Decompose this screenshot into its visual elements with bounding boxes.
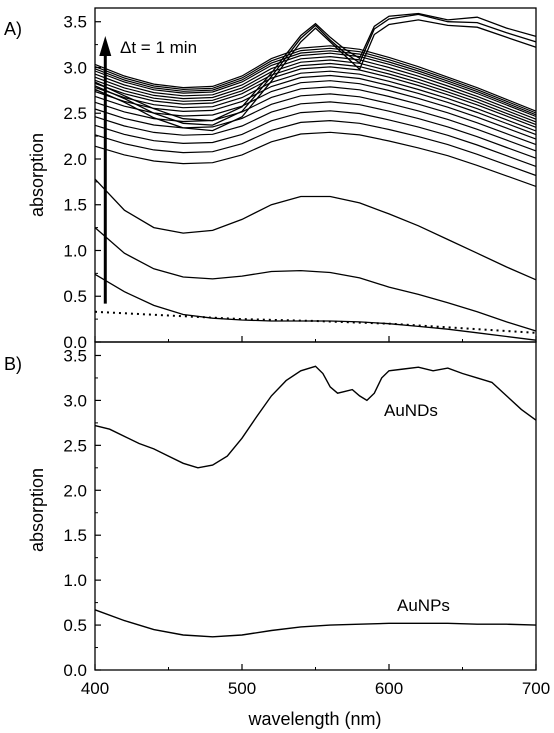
spectrum-line bbox=[94, 50, 537, 116]
y-tick-label: 2.5 bbox=[63, 104, 87, 123]
panel-b-series bbox=[94, 365, 537, 638]
spectrum-line bbox=[94, 80, 537, 140]
y-tick-label: 1.0 bbox=[63, 241, 87, 260]
spectrum-line bbox=[94, 86, 537, 146]
panel-b-y-label: absorption bbox=[27, 468, 47, 552]
y-tick-label: 3.5 bbox=[63, 346, 87, 365]
panel-a-arrow-head bbox=[99, 36, 112, 57]
spectrum-line bbox=[94, 178, 537, 281]
spectrum-line bbox=[94, 19, 537, 132]
y-tick-label: 1.0 bbox=[63, 571, 87, 590]
panel-a-annotation: Δt = 1 min bbox=[120, 38, 197, 57]
y-tick-label: 1.5 bbox=[63, 526, 87, 545]
spectrum-line bbox=[94, 62, 537, 126]
y-tick-label: 1.5 bbox=[63, 196, 87, 215]
spectrum-line bbox=[94, 59, 537, 123]
x-tick-label: 600 bbox=[375, 679, 403, 698]
y-tick-label: 0.5 bbox=[63, 287, 87, 306]
panel-b-x-ticks: 400 500 600 700 bbox=[81, 664, 550, 698]
panel-b-frame bbox=[94, 341, 537, 671]
panel-b-x-label: wavelength (nm) bbox=[247, 709, 381, 729]
y-tick-label: 2.5 bbox=[63, 436, 87, 455]
spectrum-line bbox=[94, 12, 537, 122]
y-tick-label: 2.0 bbox=[63, 481, 87, 500]
spectrum-line bbox=[94, 101, 537, 159]
y-tick-label: 3.0 bbox=[63, 58, 87, 77]
x-tick-label: 700 bbox=[522, 679, 550, 698]
spectrum-line bbox=[94, 47, 537, 114]
spectrum-line bbox=[94, 93, 537, 152]
panel-a-series bbox=[94, 12, 537, 341]
panel-a-label: A) bbox=[4, 19, 22, 39]
panel-a-x-ticks bbox=[94, 336, 537, 342]
y-tick-label: 0.0 bbox=[63, 333, 87, 352]
spectrum-line-aunds bbox=[94, 365, 537, 469]
panel-a-y-ticks: 0.0 0.5 1.0 1.5 2.0 2.5 3.0 3.5 bbox=[63, 13, 101, 352]
panel-a-y-label: absorption bbox=[27, 133, 47, 217]
spectrum-line bbox=[94, 227, 537, 332]
spectrum-line bbox=[94, 52, 537, 118]
panel-a: A) absorption 0.0 0.5 1.0 1.5 2.0 2.5 3.0 3.5 Δ… bbox=[4, 7, 537, 352]
spectrum-line bbox=[94, 70, 537, 132]
y-tick-label: 0.0 bbox=[63, 661, 87, 680]
y-tick-label: 0.5 bbox=[63, 616, 87, 635]
spectrum-line bbox=[94, 119, 537, 177]
x-tick-label: 500 bbox=[228, 679, 256, 698]
spectrum-line bbox=[94, 45, 537, 112]
y-tick-label: 2.0 bbox=[63, 150, 87, 169]
series-label-aunds: AuNDs bbox=[384, 401, 438, 420]
spectrum-line bbox=[94, 13, 537, 126]
spectrum-line bbox=[94, 74, 537, 136]
series-label-aunps: AuNPs bbox=[397, 596, 450, 615]
spectrum-line bbox=[94, 55, 537, 120]
panel-a-dotted-series bbox=[94, 310, 537, 334]
y-tick-label: 3.0 bbox=[63, 391, 87, 410]
panel-b-y-ticks: 0.0 0.5 1.0 1.5 2.0 2.5 3.0 3.5 bbox=[63, 346, 101, 680]
spectrum-line bbox=[94, 110, 537, 167]
panel-b: B) absorption wavelength (nm) 0.0 0.5 1.0 1… bbox=[4, 341, 550, 729]
spectrum-line bbox=[94, 273, 537, 341]
y-tick-label: 3.5 bbox=[63, 13, 87, 32]
spectrum-line bbox=[94, 66, 537, 128]
spectrum-line-aunps bbox=[94, 609, 537, 638]
panel-b-label: B) bbox=[4, 354, 22, 374]
x-tick-label: 400 bbox=[81, 679, 109, 698]
spectrum-line bbox=[94, 131, 537, 187]
